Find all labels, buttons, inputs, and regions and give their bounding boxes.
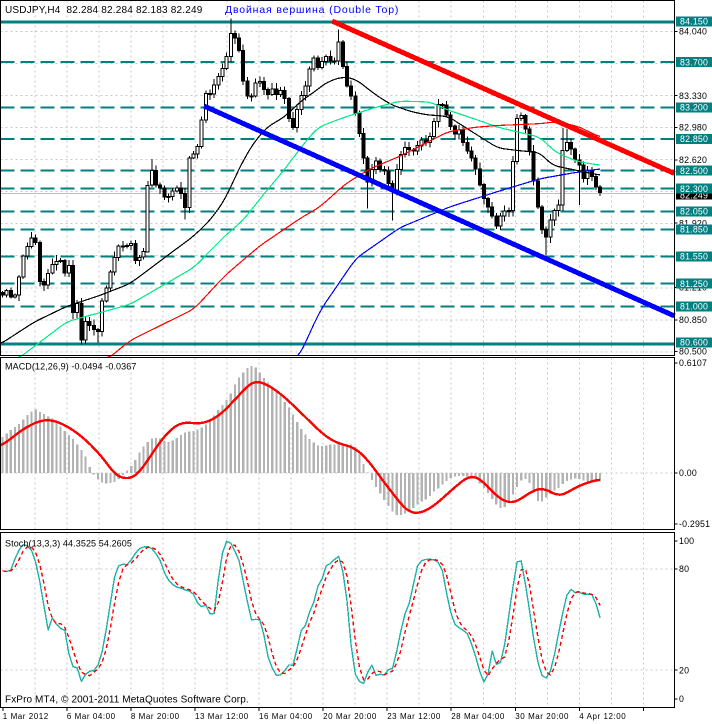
svg-text:81.850: 81.850 [680, 225, 708, 235]
svg-text:8 Mar 20:00: 8 Mar 20:00 [131, 712, 180, 721]
svg-text:USDJPY,H4 82.284 82.284 82.18: USDJPY,H4 82.284 82.284 82.183 82.249 [5, 5, 203, 16]
svg-text:80.500: 80.500 [679, 347, 707, 357]
svg-text:13 Mar 12:00: 13 Mar 12:00 [195, 712, 249, 721]
svg-text:20 Mar 20:00: 20 Mar 20:00 [323, 712, 377, 721]
svg-text:81.000: 81.000 [680, 302, 708, 312]
svg-text:16 Mar 04:00: 16 Mar 04:00 [259, 712, 313, 721]
svg-text:81.920: 81.920 [679, 218, 707, 228]
svg-text:82.850: 82.850 [680, 134, 708, 144]
svg-text:4 Apr 12:00: 4 Apr 12:00 [579, 712, 626, 721]
svg-text:Stoch(13,3,3) 44.3525 54.2605: Stoch(13,3,3) 44.3525 54.2605 [5, 539, 132, 549]
svg-text:FxPro MT4, © 2001-2011 MetaQuo: FxPro MT4, © 2001-2011 MetaQuotes Softwa… [5, 695, 249, 706]
svg-text:MACD(12,26,9) -0.0494 -0.0367: MACD(12,26,9) -0.0494 -0.0367 [5, 362, 136, 372]
svg-text:82.980: 82.980 [679, 123, 707, 133]
svg-text:80: 80 [679, 564, 689, 574]
svg-text:-0.2951: -0.2951 [679, 519, 710, 529]
svg-text:83.200: 83.200 [680, 103, 708, 113]
svg-text:0.6107: 0.6107 [679, 358, 707, 368]
svg-text:80.600: 80.600 [680, 338, 708, 348]
svg-text:83.700: 83.700 [680, 57, 708, 67]
svg-text:84.040: 84.040 [679, 27, 707, 37]
svg-text:0: 0 [679, 694, 684, 704]
svg-text:81.550: 81.550 [680, 252, 708, 262]
svg-text:20: 20 [679, 665, 689, 675]
svg-text:82.249: 82.249 [680, 190, 708, 200]
svg-text:81.250: 81.250 [680, 279, 708, 289]
svg-text:82.620: 82.620 [679, 155, 707, 165]
svg-text:82.050: 82.050 [680, 207, 708, 217]
svg-text:84.150: 84.150 [680, 17, 708, 27]
svg-text:0.00: 0.00 [679, 468, 697, 478]
svg-text:23 Mar 12:00: 23 Mar 12:00 [387, 712, 441, 721]
svg-text:1 Mar 2012: 1 Mar 2012 [3, 712, 49, 721]
svg-text:6 Mar 04:00: 6 Mar 04:00 [67, 712, 116, 721]
svg-text:82.300: 82.300 [680, 184, 708, 194]
svg-text:82.500: 82.500 [680, 166, 708, 176]
svg-text:100: 100 [679, 536, 694, 546]
svg-text:28 Mar 04:00: 28 Mar 04:00 [451, 712, 505, 721]
svg-text:Двойная вершина (Double Top): Двойная вершина (Double Top) [225, 4, 399, 16]
svg-text:80.850: 80.850 [679, 315, 707, 325]
svg-text:30 Mar 20:00: 30 Mar 20:00 [515, 712, 569, 721]
svg-text:83.330: 83.330 [679, 91, 707, 101]
